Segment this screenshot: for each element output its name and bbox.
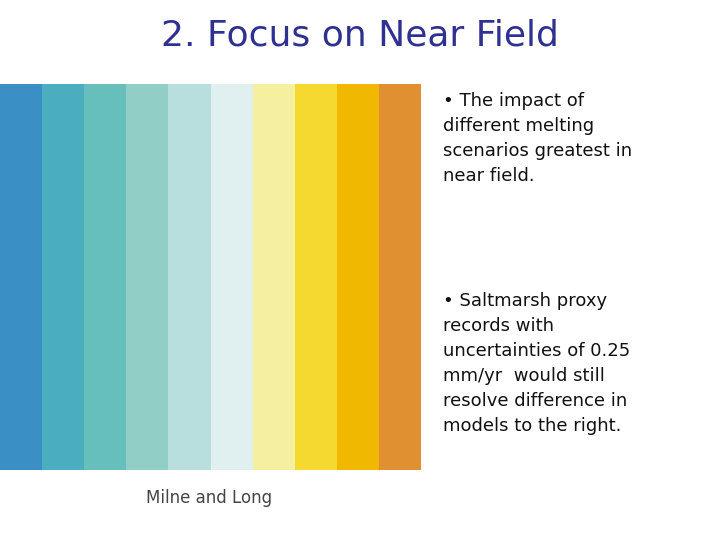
Bar [337, 84, 379, 470]
Bar [0, 84, 42, 470]
Bar [168, 84, 210, 470]
Bar [379, 84, 421, 470]
Bar [295, 84, 337, 470]
Text: • The impact of
different melting
scenarios greatest in
near field.: • The impact of different melting scenar… [443, 92, 632, 185]
Bar [127, 84, 168, 470]
Bar [84, 84, 127, 470]
Bar [42, 84, 84, 470]
Text: • Saltmarsh proxy
records with
uncertainties of 0.25
mm/yr  would still
resolve : • Saltmarsh proxy records with uncertain… [443, 292, 630, 435]
Bar [210, 84, 253, 470]
Text: 2. Focus on Near Field: 2. Focus on Near Field [161, 18, 559, 52]
Bar [253, 84, 295, 470]
Text: Milne and Long: Milne and Long [145, 489, 272, 507]
